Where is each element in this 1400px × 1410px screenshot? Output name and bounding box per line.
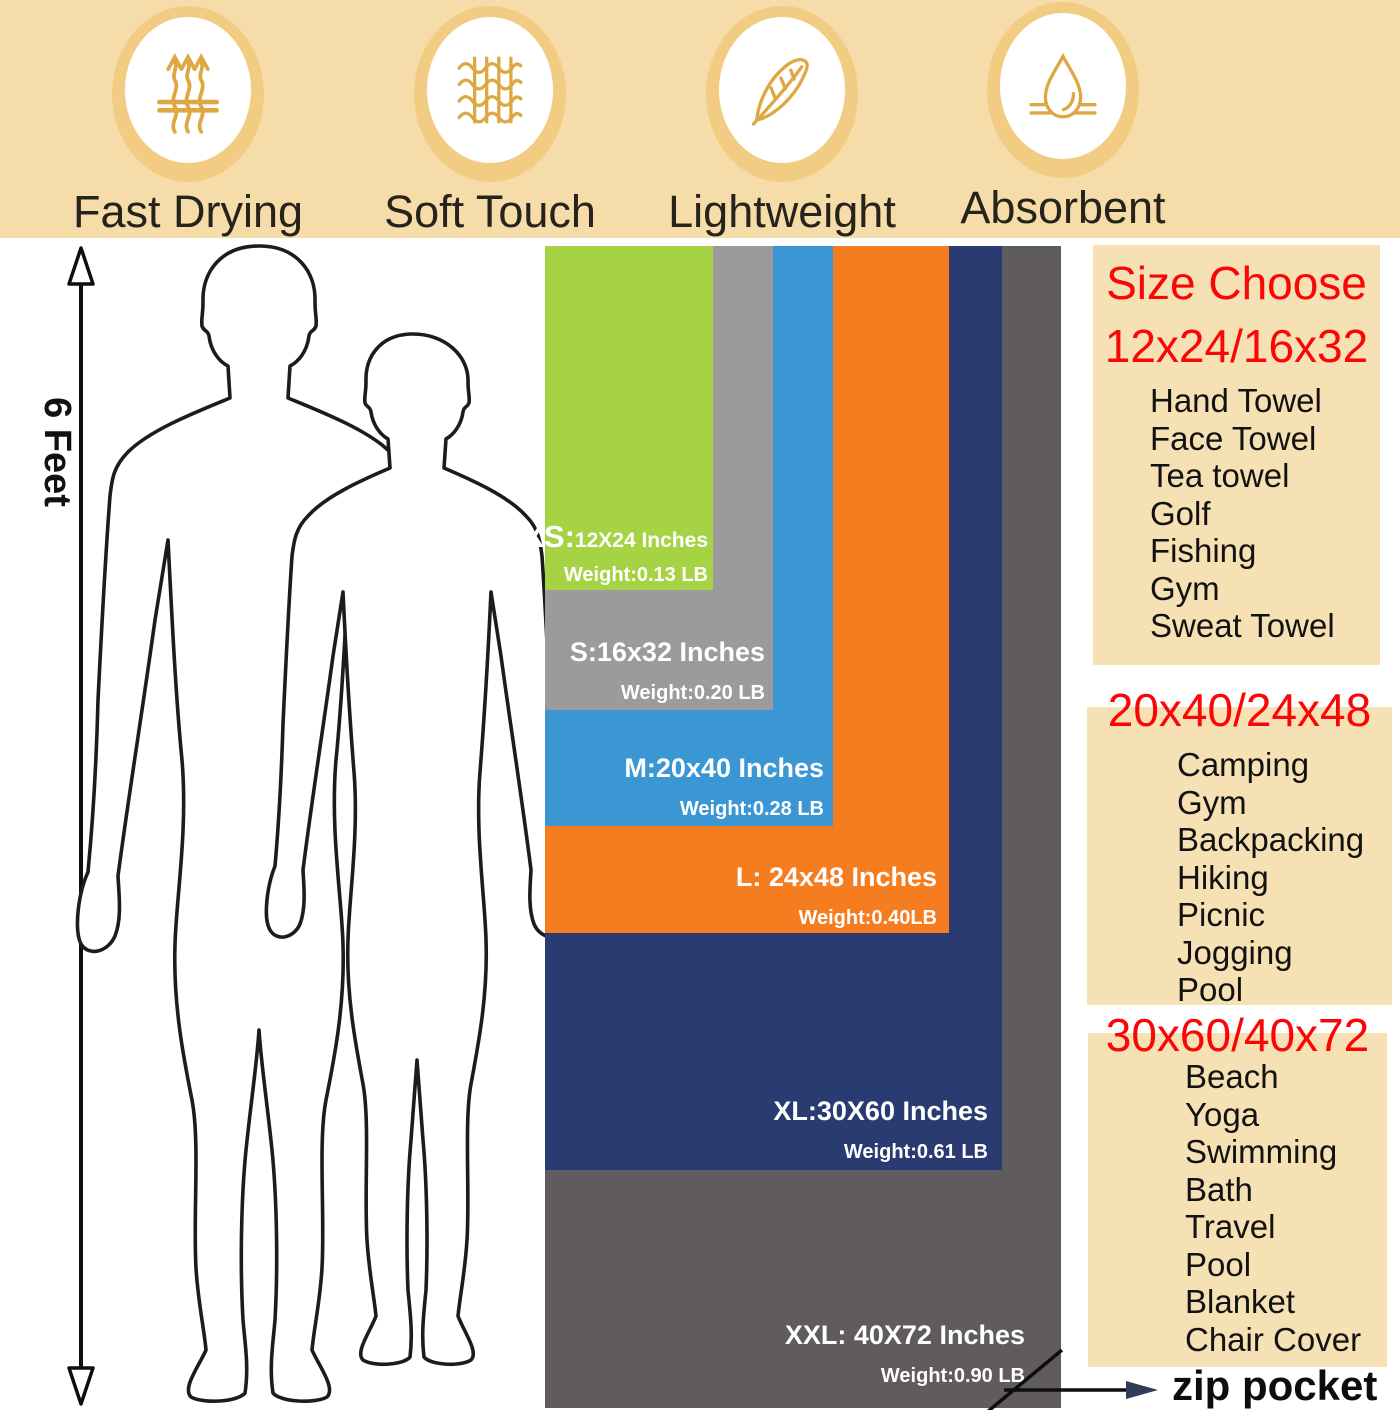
- size-guide-box-medium: Camping Gym Backpacking Hiking Picnic Jo…: [1087, 707, 1392, 1008]
- guide-item: Beach: [1185, 1058, 1279, 1095]
- feature-circle: [414, 6, 566, 182]
- guide-item: Face Towel: [1150, 419, 1317, 457]
- height-label: 6 Feet: [36, 397, 78, 507]
- zip-pocket-label: zip pocket: [1172, 1362, 1378, 1409]
- size-guide-box-small: Size Choose 12x24/16x32 Hand Towel Face …: [1093, 245, 1380, 665]
- guide-item: Swimming: [1185, 1133, 1338, 1170]
- heat-evaporation-icon: [157, 53, 219, 134]
- size-weight: Weight:0.28 LB: [679, 798, 824, 820]
- guide-item: Chair Cover: [1185, 1320, 1362, 1358]
- feature-label: Absorbent: [960, 182, 1166, 233]
- size-name: L: 24x48 Inches: [735, 862, 937, 892]
- feature-label: Fast Drying: [72, 186, 304, 237]
- guide-item: Pool: [1177, 971, 1244, 1008]
- guide-item: Hiking: [1177, 858, 1269, 896]
- guide-item: Travel: [1185, 1208, 1276, 1245]
- guide-item: Pool: [1185, 1245, 1252, 1283]
- size-name: S:16x32 Inches: [569, 637, 765, 667]
- feature-circle: [987, 2, 1139, 178]
- guide-item: Jogging: [1177, 933, 1293, 971]
- guide-item: Bath: [1185, 1170, 1253, 1208]
- water-drop-icon: [1029, 52, 1097, 119]
- feature-soft-touch: Soft Touch: [340, 6, 640, 238]
- size-name: XL:30X60 Inches: [773, 1096, 988, 1126]
- size-dims: 12X24 Inches: [574, 529, 708, 552]
- guide-item: Picnic: [1177, 896, 1266, 933]
- size-name: M:20x40 Inches: [624, 753, 824, 783]
- guide-item: Hand Towel: [1150, 382, 1322, 419]
- guide-item: Gym: [1150, 569, 1220, 607]
- woman-outline: [264, 332, 570, 1367]
- guide-item: Yoga: [1185, 1095, 1260, 1133]
- feature-banner: Fast Drying Soft Touch: [0, 0, 1400, 238]
- size-guide-title: Size Choose: [1106, 257, 1367, 309]
- size-guide-list-small: Hand Towel Face Towel Tea towel Golf Fis…: [1093, 382, 1380, 645]
- size-guide-heading-small: 12x24/16x32: [1104, 320, 1369, 372]
- feature-fast-drying: Fast Drying: [38, 6, 338, 238]
- feature-absorbent: Absorbent: [913, 2, 1213, 234]
- man-outline: [75, 244, 443, 1403]
- size-weight: Weight:0.90 LB: [880, 1365, 1025, 1387]
- feature-label: Lightweight: [668, 186, 896, 237]
- feature-circle: [706, 6, 858, 182]
- guide-item: Sweat Towel: [1150, 607, 1335, 644]
- size-guide-heading-medium: 20x40/24x48: [1107, 684, 1372, 736]
- guide-item: Gym: [1177, 783, 1247, 821]
- fabric-weave-icon: [457, 56, 523, 124]
- guide-item: Backpacking: [1177, 821, 1365, 858]
- guide-item: Camping: [1177, 746, 1310, 783]
- feature-label: Soft Touch: [384, 186, 596, 237]
- size-guide-box-large: Beach Yoga Swimming Bath Travel Pool Bla…: [1088, 1033, 1387, 1367]
- guide-item: Golf: [1150, 494, 1211, 532]
- feather-icon: [751, 58, 809, 126]
- size-guide-list-large: Beach Yoga Swimming Bath Travel Pool Bla…: [1088, 1058, 1387, 1358]
- towel-rect-xs: XS:12X24 Inches Weight:0.13 LB: [523, 246, 713, 590]
- size-name: XXL: 40X72 Inches: [784, 1320, 1025, 1350]
- size-guide-heading-large: 30x60/40x72: [1105, 1009, 1370, 1061]
- size-weight: Weight:0.20 LB: [620, 682, 765, 704]
- size-name: XS:: [523, 519, 575, 554]
- guide-item: Fishing: [1150, 532, 1257, 569]
- guide-item: Tea towel: [1150, 457, 1290, 494]
- feature-circle: [112, 6, 264, 182]
- size-weight: Weight:0.40LB: [798, 907, 937, 929]
- size-guide-list-medium: Camping Gym Backpacking Hiking Picnic Jo…: [1087, 746, 1392, 1009]
- size-weight: Weight:0.13 LB: [563, 564, 708, 586]
- size-weight: Weight:0.61 LB: [843, 1141, 988, 1163]
- guide-item: Blanket: [1185, 1283, 1296, 1320]
- feature-lightweight: Lightweight: [632, 6, 932, 238]
